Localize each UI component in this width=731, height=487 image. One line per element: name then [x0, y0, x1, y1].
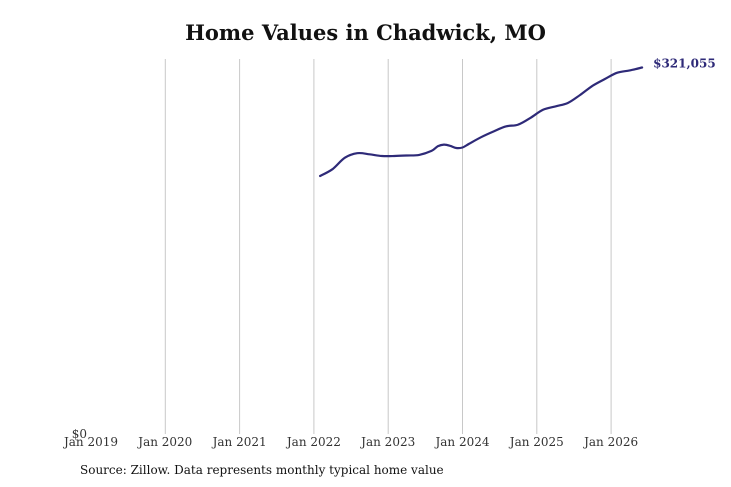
- source-note: Source: Zillow. Data represents monthly …: [80, 463, 444, 477]
- series-layer: [319, 66, 644, 178]
- chart-title: Home Values in Chadwick, MO: [185, 20, 546, 45]
- x-tick-label: Jan 2020: [136, 435, 192, 449]
- x-tick-label: Jan 2019: [62, 435, 118, 449]
- gridlines: [164, 59, 612, 434]
- end-value-label: $321,055: [653, 57, 716, 71]
- x-tick-label: Jan 2024: [433, 435, 489, 449]
- x-tick-label: Jan 2023: [359, 435, 415, 449]
- x-tick-label: Jan 2026: [582, 435, 638, 449]
- y-tick-label: $0: [72, 427, 87, 441]
- x-tick-label: Jan 2025: [508, 435, 564, 449]
- x-axis: Jan 2019 Jan 2020 Jan 2021 Jan 2022 Jan 2023…: [62, 435, 638, 449]
- x-tick-label: Jan 2021: [211, 435, 267, 449]
- x-tick-label: Jan 2022: [285, 435, 341, 449]
- series-line: [319, 66, 644, 178]
